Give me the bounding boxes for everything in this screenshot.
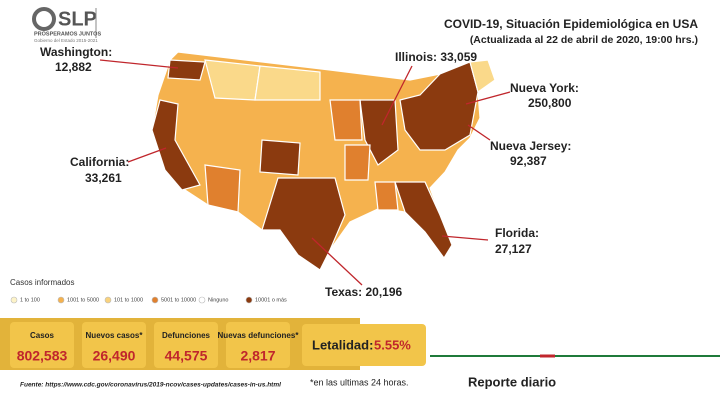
leader-line [441, 235, 489, 241]
legend-swatch [104, 296, 112, 304]
callout-label: California: [70, 155, 129, 169]
legend-label: 1001 to 5000 [67, 297, 99, 303]
legend: 1 to 100 1001 to 5000 101 to 1000 5001 to 1… [10, 296, 287, 304]
subtitle: (Actualizada al 22 de abril de 2020, 19:… [470, 34, 698, 46]
lethality-label: Letalidad: [312, 337, 373, 352]
lethality-value: 5.55% [374, 337, 411, 352]
leader-line [311, 237, 363, 286]
legend-swatch [245, 296, 253, 304]
stat-value: 26,490 [93, 348, 136, 364]
callout-value: 27,127 [495, 242, 532, 256]
callout-value: 92,387 [510, 154, 547, 168]
stat-label: Nuevos casos* [86, 331, 144, 340]
stat-box [154, 322, 218, 368]
leader-line [467, 124, 491, 141]
callout-label: Washington: [40, 45, 112, 59]
leader-line [465, 91, 511, 105]
callout-value: 12,882 [55, 60, 92, 74]
leader-line [99, 59, 179, 69]
lethality-box [302, 324, 426, 366]
callout-label: Nueva Jersey: [490, 139, 571, 153]
leader-line [381, 65, 413, 126]
legend-swatch [151, 296, 159, 304]
legend-swatch [10, 296, 18, 304]
logo-mark: SLP [58, 8, 97, 30]
callouts: Washington: 12,882 Illinois: 33,059 Nuev… [40, 45, 579, 299]
stat-value: 44,575 [165, 348, 208, 364]
legend-swatch [57, 296, 65, 304]
stat-label: Casos [30, 331, 55, 340]
legend-label: 5001 to 10000 [161, 297, 196, 303]
stat-box [226, 322, 290, 368]
us-map [151, 51, 496, 271]
title: COVID-19, Situación Epidemiológica en US… [444, 17, 698, 31]
legend-label: 101 to 1000 [114, 297, 143, 303]
callout-label: Florida: [495, 226, 539, 240]
callout-label: Nueva York: [510, 81, 579, 95]
stats: Casos 802,583 Nuevos casos* 26,490 Defuncion… [10, 322, 299, 368]
logo: SLP PROSPERAMOS JUNTOS Gobierno del Esta… [32, 7, 101, 43]
legend-label: 10001 o más [255, 297, 287, 303]
stat-value: 802,583 [17, 348, 68, 364]
stat-box [82, 322, 146, 368]
callout-value: 33,261 [85, 171, 122, 185]
callout-label: Illinois: 33,059 [395, 50, 477, 64]
report-label: Reporte diario [468, 374, 556, 389]
stat-label: Nuevas defunciones* [218, 331, 300, 340]
logo-government: Gobierno del Estado 2015-2021 [34, 38, 98, 43]
leader-line [127, 147, 167, 163]
legend-swatch [198, 296, 206, 304]
legend-label: Ninguno [208, 297, 229, 303]
callout-label: Texas: 20,196 [325, 285, 402, 299]
stat-value: 2,817 [240, 348, 275, 364]
legend-label: 1 to 100 [20, 297, 40, 303]
stat-box [10, 322, 74, 368]
callout-value: 250,800 [528, 96, 572, 110]
logo-motto: PROSPERAMOS JUNTOS [34, 31, 101, 37]
stat-label: Defunciones [162, 331, 211, 340]
source: Fuente: https://www.cdc.gov/coronavirus/… [20, 382, 281, 389]
legend-title: Casos informados [10, 278, 74, 287]
footnote: *en las ultimas 24 horas. [310, 377, 409, 387]
